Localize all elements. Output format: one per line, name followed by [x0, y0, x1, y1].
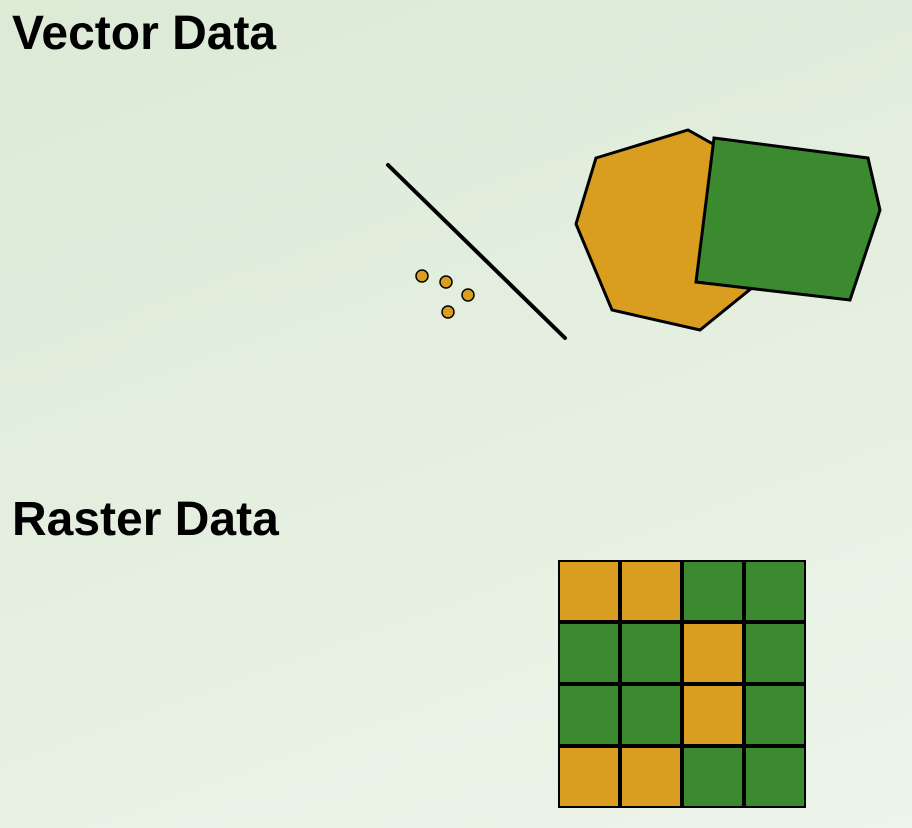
- vector-point: [416, 270, 428, 282]
- vector-point: [462, 289, 474, 301]
- raster-cell: [744, 684, 806, 746]
- raster-cell: [558, 684, 620, 746]
- raster-cell: [620, 684, 682, 746]
- raster-cell: [744, 560, 806, 622]
- raster-grid: [558, 560, 806, 808]
- raster-cell: [682, 622, 744, 684]
- raster-cell: [558, 560, 620, 622]
- vector-line: [388, 165, 565, 338]
- vector-point: [440, 276, 452, 288]
- raster-cell: [620, 560, 682, 622]
- raster-cell: [682, 684, 744, 746]
- raster-cell: [744, 746, 806, 808]
- raster-cell: [558, 622, 620, 684]
- raster-cell: [682, 746, 744, 808]
- vector-polygon-green: [696, 138, 880, 300]
- raster-cell: [682, 560, 744, 622]
- vector-point: [442, 306, 454, 318]
- raster-cell: [620, 746, 682, 808]
- raster-cell: [620, 622, 682, 684]
- raster-cell: [744, 622, 806, 684]
- raster-cell: [558, 746, 620, 808]
